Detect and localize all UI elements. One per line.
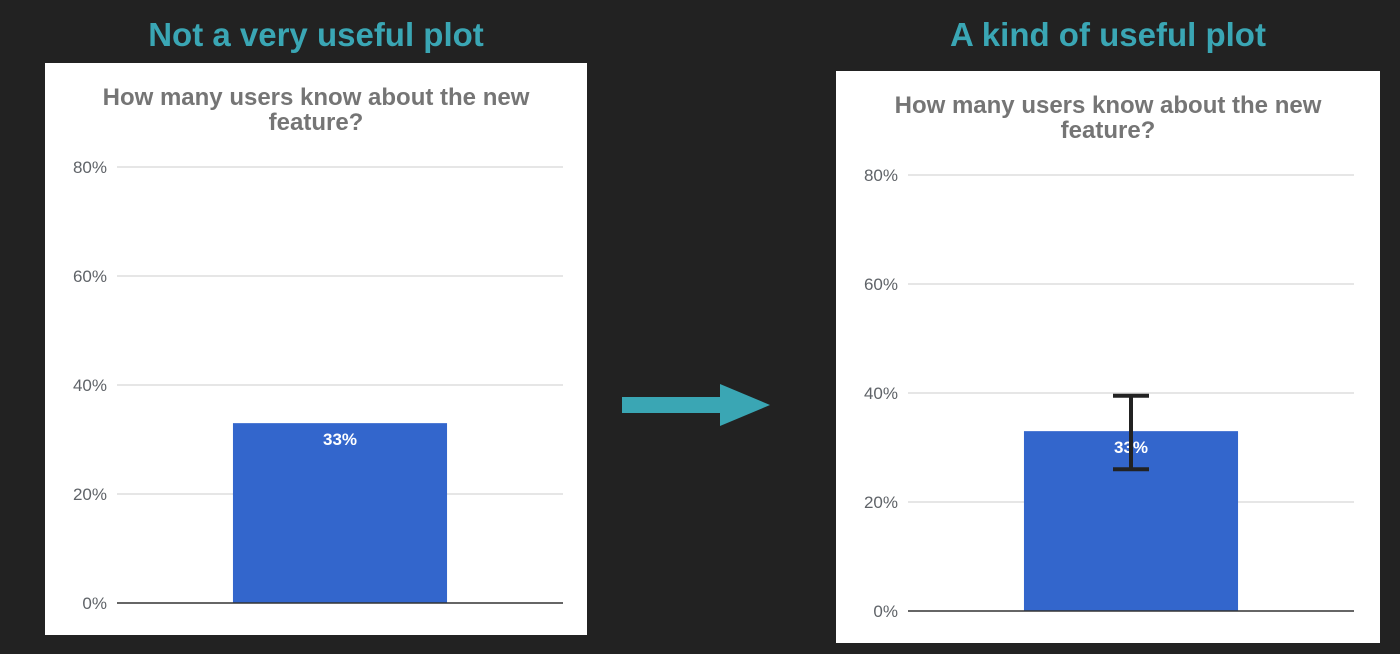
left-chart-title: How many users know about the new featur… xyxy=(45,85,587,135)
left-y-tick-label: 40% xyxy=(73,376,107,395)
right-bar-chart: 0%20%40%60%80%33% xyxy=(864,166,1354,621)
left-chart-title-line-2: feature? xyxy=(268,109,364,136)
arrow-head xyxy=(720,384,770,426)
left-y-tick-label: 60% xyxy=(73,267,107,286)
left-y-tick-label: 80% xyxy=(73,158,107,177)
left-bar-chart: 0% 20% 40% 60% 80% 33% xyxy=(73,158,563,613)
right-chart-title-line-1: How many users know about the new xyxy=(894,92,1322,119)
right-y-tick-label: 80% xyxy=(864,166,898,185)
right-arrow-icon xyxy=(622,384,770,426)
right-chart-panel: How many users know about the new featur… xyxy=(836,71,1380,643)
right-chart-title-line-2: feature? xyxy=(1060,117,1156,144)
left-chart-title-line-1: How many users know about the new xyxy=(102,84,530,111)
left-chart-panel: How many users know about the new featur… xyxy=(45,63,587,635)
right-chart-heading: A kind of useful plot xyxy=(950,16,1266,53)
right-y-tick-label: 60% xyxy=(864,275,898,294)
left-chart-heading: Not a very useful plot xyxy=(148,16,484,53)
right-error-bar xyxy=(1113,393,1149,472)
arrow-shaft xyxy=(622,397,722,413)
left-y-tick-label: 20% xyxy=(73,485,107,504)
left-bar-data-label: 33% xyxy=(323,430,357,449)
left-y-tick-label: 0% xyxy=(82,594,107,613)
left-bar xyxy=(232,423,448,603)
right-chart-title: How many users know about the new featur… xyxy=(836,93,1380,143)
right-y-tick-label: 20% xyxy=(864,493,898,512)
right-y-tick-label: 0% xyxy=(873,602,898,621)
right-y-tick-label: 40% xyxy=(864,384,898,403)
